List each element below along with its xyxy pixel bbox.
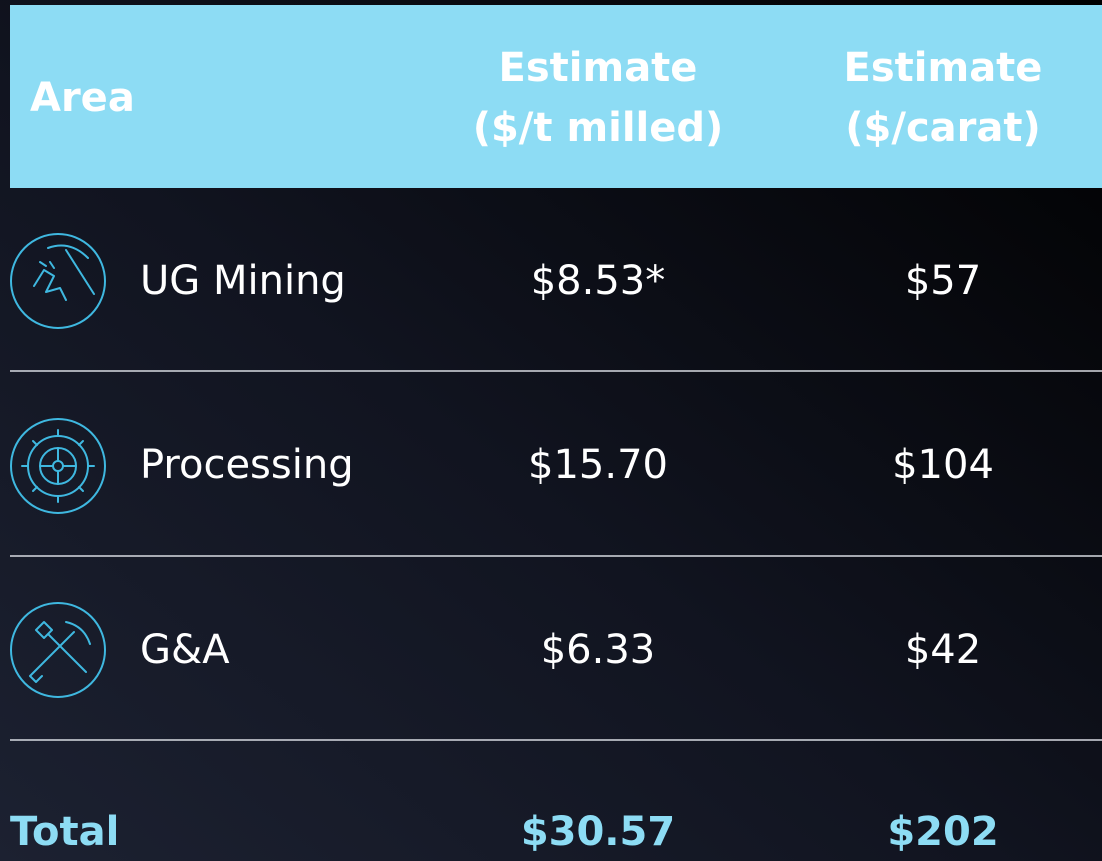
row-value-per-tonne: $15.70 [528,442,668,488]
header-col1-line1: Estimate [499,45,698,91]
row-value-per-carat: $57 [905,258,981,304]
total-per-tonne: $30.57 [521,809,675,855]
header-col2-line2: ($/carat) [845,105,1041,151]
row-label: Processing [140,442,354,488]
total-label: Total [10,809,119,855]
row-value-per-carat: $42 [905,627,981,673]
header-col2-line1: Estimate [844,45,1043,91]
row-label: UG Mining [140,258,346,304]
ga-icon [10,602,106,698]
mining-icon [10,233,106,329]
row-value-per-tonne: $8.53* [531,258,666,304]
total-per-carat: $202 [887,809,998,855]
row-label: G&A [140,627,230,673]
row-value-per-tonne: $6.33 [541,627,656,673]
row-value-per-carat: $104 [892,442,994,488]
header-col1-line2: ($/t milled) [473,105,724,151]
processing-icon [10,418,106,514]
header-area: Area [30,75,135,121]
header-band [10,5,1102,188]
